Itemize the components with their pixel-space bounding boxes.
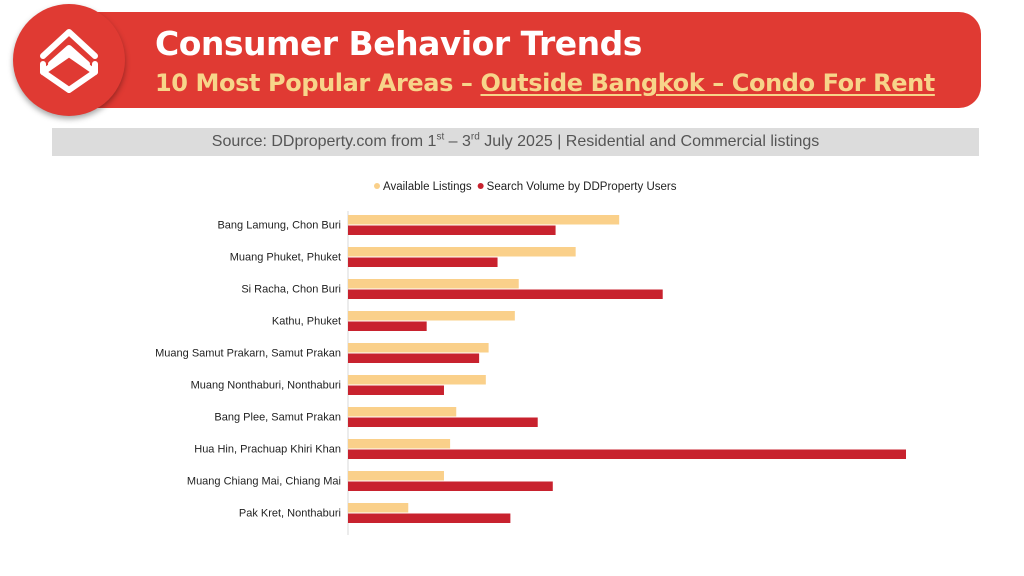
bar-available-7 <box>348 439 451 449</box>
subtitle-prefix: 10 Most Popular Areas – <box>155 69 481 97</box>
category-label-7: Hua Hin, Prachuap Khiri Khan <box>194 444 341 456</box>
bar-search-8 <box>348 481 553 491</box>
category-label-3: Kathu, Phuket <box>272 316 341 328</box>
bar-search-1 <box>348 257 498 267</box>
bar-available-1 <box>348 247 576 257</box>
source-note: Source: DDproperty.com from 1st – 3rd Ju… <box>52 128 979 156</box>
bar-available-4 <box>348 343 489 353</box>
bar-search-2 <box>348 289 663 299</box>
bar-available-8 <box>348 471 444 481</box>
source-sup-1: st <box>436 131 445 143</box>
category-label-2: Si Racha, Chon Buri <box>241 284 341 296</box>
bar-search-6 <box>348 417 538 427</box>
bar-available-3 <box>348 311 515 321</box>
source-prefix: Source: DDproperty.com from 1 <box>211 133 437 150</box>
source-suffix: July 2025 | Residential and Commercial l… <box>479 133 820 150</box>
bar-available-5 <box>348 375 486 385</box>
bar-search-7 <box>348 449 906 459</box>
bar-available-6 <box>348 407 457 417</box>
bar-available-0 <box>348 215 620 225</box>
category-label-8: Muang Chiang Mai, Chiang Mai <box>187 476 341 488</box>
bar-search-5 <box>348 385 444 395</box>
logo <box>13 4 125 116</box>
bar-search-3 <box>348 321 427 331</box>
header-banner <box>40 12 981 108</box>
bar-search-4 <box>348 353 480 363</box>
category-label-0: Bang Lamung, Chon Buri <box>217 220 341 232</box>
category-label-6: Bang Plee, Samut Prakan <box>214 412 341 424</box>
page-title: Consumer Behavior Trends <box>155 24 642 63</box>
legend-marker-1 <box>477 183 484 189</box>
bar-search-0 <box>348 225 556 235</box>
legend-marker-0 <box>374 183 380 189</box>
page-subtitle: 10 Most Popular Areas – Outside Bangkok … <box>155 69 935 97</box>
ddproperty-logo-icon <box>40 29 98 93</box>
category-label-5: Muang Nonthaburi, Nonthaburi <box>191 380 341 392</box>
legend-label-0: Available Listings <box>383 181 472 193</box>
source-sup-2: rd <box>470 131 480 143</box>
bar-available-9 <box>348 503 409 513</box>
subtitle-link: Outside Bangkok – Condo For Rent <box>480 69 935 97</box>
bar-available-2 <box>348 279 519 289</box>
category-label-4: Muang Samut Prakarn, Samut Prakan <box>155 348 341 360</box>
legend-label-1: Search Volume by DDProperty Users <box>487 181 677 193</box>
category-label-1: Muang Phuket, Phuket <box>230 252 341 264</box>
category-label-9: Pak Kret, Nonthaburi <box>239 508 341 520</box>
source-mid: – 3 <box>444 133 471 150</box>
bar-search-9 <box>348 513 511 523</box>
